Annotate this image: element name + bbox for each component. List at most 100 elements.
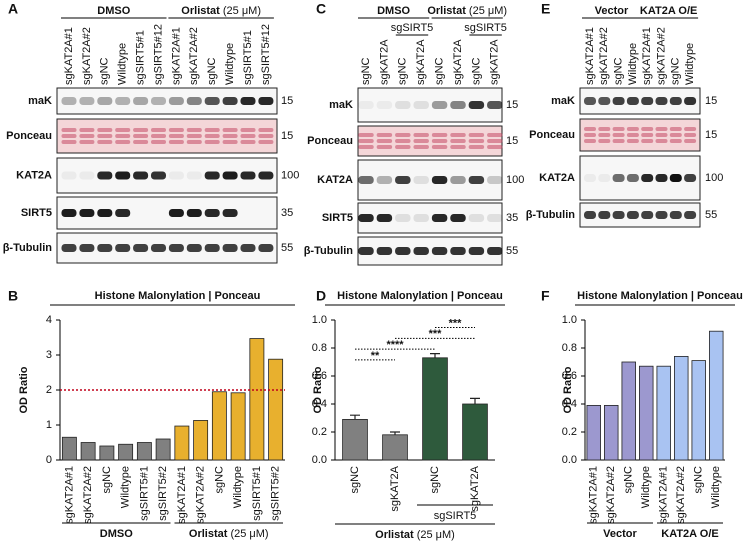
x-tick-label: sgNC bbox=[693, 466, 705, 494]
band bbox=[612, 97, 625, 105]
group-label-main: KAT2A O/E bbox=[640, 5, 697, 17]
mw-marker: 35 bbox=[281, 207, 293, 219]
significance-label: *** bbox=[429, 328, 443, 340]
group-label: Vector bbox=[603, 528, 637, 540]
band bbox=[61, 209, 77, 217]
lane-label: sgKAT2A#2 bbox=[81, 27, 93, 85]
band bbox=[684, 97, 697, 105]
bar bbox=[99, 445, 115, 461]
bar bbox=[230, 392, 246, 461]
ponceau-band bbox=[431, 145, 448, 149]
error-bar bbox=[390, 431, 400, 435]
band bbox=[450, 214, 466, 222]
row-label: Ponceau bbox=[307, 135, 353, 147]
ponceau-band bbox=[115, 134, 131, 138]
blot-strip bbox=[56, 157, 278, 194]
lane-label: sgKAT2A bbox=[489, 39, 501, 85]
row-label: SIRT5 bbox=[322, 212, 353, 224]
group-label: Orlistat (25 μM) bbox=[181, 5, 261, 17]
blot-strip bbox=[56, 87, 278, 115]
mw-marker: 15 bbox=[506, 135, 518, 147]
ponceau-band bbox=[97, 140, 113, 144]
group-label: DMSO bbox=[97, 5, 130, 17]
mw-marker: 35 bbox=[506, 212, 518, 224]
ponceau-band bbox=[598, 139, 611, 143]
group-label-main: Vector bbox=[603, 528, 637, 540]
group-label-main: Orlistat bbox=[427, 5, 466, 17]
ponceau-band bbox=[641, 133, 654, 137]
band bbox=[468, 101, 485, 109]
ponceau-band bbox=[258, 140, 274, 144]
band bbox=[395, 176, 411, 184]
lane-label: sgKAT2A#1 bbox=[641, 27, 653, 85]
row-label: Ponceau bbox=[529, 129, 575, 141]
mw-marker: 15 bbox=[506, 99, 518, 111]
chart-title: Histone Malonylation | Ponceau bbox=[577, 290, 743, 302]
subgroup-label: sgSIRT5 bbox=[464, 22, 507, 34]
ponceau-band bbox=[583, 139, 597, 143]
ponceau-band bbox=[655, 127, 668, 131]
group-label: DMSO bbox=[377, 5, 410, 17]
row-label: Ponceau bbox=[6, 130, 52, 142]
panel-letter: B bbox=[8, 288, 18, 304]
x-tick-label: sgNC bbox=[349, 466, 361, 494]
band bbox=[115, 244, 131, 252]
ponceau-band bbox=[684, 133, 697, 137]
band bbox=[222, 209, 238, 217]
ponceau-band bbox=[168, 140, 184, 144]
x-tick-label: sgKAT2A#2 bbox=[195, 466, 207, 524]
group-label: KAT2A O/E bbox=[661, 528, 718, 540]
bar bbox=[61, 436, 77, 461]
blot-strip bbox=[579, 155, 701, 201]
ponceau-band bbox=[358, 133, 374, 137]
band bbox=[395, 214, 411, 222]
x-tick-label: sgNC bbox=[101, 466, 113, 494]
band bbox=[97, 244, 113, 252]
y-tick-label: 1 bbox=[46, 419, 52, 431]
ponceau-band bbox=[468, 133, 485, 137]
group-label-note: (25 μM) bbox=[230, 528, 268, 540]
group-label-note: (25 μM) bbox=[417, 529, 455, 541]
bar bbox=[249, 338, 265, 461]
band bbox=[431, 247, 448, 255]
x-tick-label: sgNC bbox=[213, 466, 225, 494]
y-axis-label: OD Ratio bbox=[562, 366, 574, 413]
band bbox=[358, 101, 374, 109]
x-tick-label: sgKAT2A#1 bbox=[63, 466, 75, 524]
group-label-main: Vector bbox=[595, 5, 629, 17]
band bbox=[413, 214, 429, 222]
ponceau-band bbox=[133, 128, 149, 132]
band bbox=[222, 171, 238, 180]
band bbox=[133, 244, 149, 252]
ponceau-band bbox=[669, 139, 682, 143]
band bbox=[204, 244, 220, 252]
ponceau-band bbox=[79, 128, 95, 132]
band bbox=[626, 211, 639, 219]
mw-marker: 100 bbox=[281, 169, 299, 181]
band bbox=[641, 211, 654, 219]
band bbox=[641, 174, 654, 182]
error-bar bbox=[350, 414, 360, 420]
bar bbox=[174, 425, 190, 461]
band bbox=[97, 171, 113, 180]
group-label-main: Orlistat bbox=[181, 5, 220, 17]
band bbox=[468, 214, 485, 222]
row-label: KAT2A bbox=[317, 174, 353, 186]
band bbox=[487, 214, 503, 222]
group-label-main: DMSO bbox=[97, 5, 130, 17]
x-tick-label: Wildtype bbox=[232, 466, 244, 508]
ponceau-band bbox=[186, 134, 202, 138]
band bbox=[684, 174, 697, 182]
band bbox=[431, 214, 448, 222]
lane-label: sgNC bbox=[206, 57, 218, 85]
band bbox=[168, 244, 184, 252]
band bbox=[240, 97, 256, 105]
bar bbox=[691, 360, 706, 461]
band bbox=[358, 214, 374, 222]
band bbox=[61, 244, 77, 252]
lane-label: Wildtype bbox=[117, 43, 129, 85]
row-label: maK bbox=[551, 95, 575, 107]
panel-letter: E bbox=[541, 1, 550, 17]
